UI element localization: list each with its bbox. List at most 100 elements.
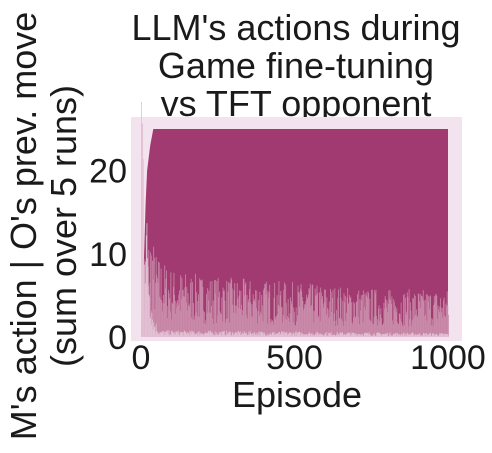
area-series-2-bar xyxy=(206,312,208,337)
area-series-2-bar xyxy=(389,297,390,337)
area-series-3-bar xyxy=(427,335,428,337)
area-series-2-bar xyxy=(350,296,352,337)
area-series-2-bar xyxy=(233,312,234,337)
area-series-3-bar xyxy=(335,335,337,337)
area-series-2-bar xyxy=(241,304,242,337)
area-series-2-bar xyxy=(363,306,365,337)
area-series-2-bar xyxy=(263,287,265,337)
area-series-3-bar xyxy=(359,334,361,337)
area-series-2-bar xyxy=(285,302,287,337)
area-series-3-bar xyxy=(245,332,247,337)
area-series-2-bar xyxy=(372,324,374,337)
area-series-3-bar xyxy=(430,335,432,337)
area-series-2-bar xyxy=(300,288,301,337)
area-series-3-bar xyxy=(356,335,358,337)
area-series-3-bar xyxy=(287,334,288,337)
area-series-3-bar xyxy=(187,332,189,337)
area-series-2-bar xyxy=(413,298,414,337)
area-series-2-bar xyxy=(211,281,213,337)
area-series-3-bar xyxy=(181,331,183,337)
area-series-3-bar xyxy=(190,330,192,337)
area-series-3-bar xyxy=(290,332,292,337)
area-series-2-bar xyxy=(435,294,437,337)
area-series-2-bar xyxy=(152,260,153,337)
area-series-3-bar xyxy=(195,334,196,337)
area-series-2-bar xyxy=(219,311,221,337)
area-series-2-bar xyxy=(360,295,362,337)
area-series-2-bar xyxy=(261,295,263,337)
area-series-3-bar xyxy=(413,332,414,337)
area-series-3-bar xyxy=(268,335,269,337)
area-series-3-bar xyxy=(264,333,266,337)
area-series-3-bar xyxy=(268,334,270,337)
x-axis-ticks: 0 500 1000 xyxy=(132,339,486,377)
area-series-2-bar xyxy=(395,306,397,337)
area-series-3-bar xyxy=(295,331,296,337)
area-series-3-bar xyxy=(250,333,252,337)
area-series-2-bar xyxy=(287,316,288,337)
area-series-3-bar xyxy=(382,334,384,337)
area-series-2-bar xyxy=(335,320,337,337)
area-series-3-bar xyxy=(219,334,221,337)
area-series-3-bar xyxy=(242,332,244,337)
area-series-2-bar xyxy=(252,317,253,337)
area-series-2-bar xyxy=(245,282,247,337)
area-series-3-bar xyxy=(312,335,314,337)
area-series-3-bar xyxy=(358,334,360,337)
area-series-2-bar xyxy=(413,317,415,337)
area-series-2-bar xyxy=(431,318,433,337)
area-series-3-bar xyxy=(382,334,384,337)
area-series-2-bar xyxy=(323,307,325,337)
area-series-3-bar xyxy=(350,334,352,337)
area-series-3-bar xyxy=(331,334,333,337)
area-series-2-bar xyxy=(346,297,348,337)
area-series-2-bar xyxy=(174,313,176,337)
area-series-3-bar xyxy=(307,334,309,337)
area-series-2-bar xyxy=(223,290,225,337)
area-series-3-bar xyxy=(318,335,320,337)
area-series-3-bar xyxy=(231,332,233,337)
area-series-3-bar xyxy=(406,335,408,337)
area-series-3-bar xyxy=(313,334,315,337)
area-series-3-bar xyxy=(251,333,253,337)
area-series-3-bar xyxy=(346,334,347,337)
area-series-3-bar xyxy=(172,332,174,337)
area-series-2-bar xyxy=(436,296,438,337)
area-series-2-bar xyxy=(353,317,355,337)
area-series-3-bar xyxy=(162,332,164,337)
area-series-2-bar xyxy=(445,303,447,337)
area-series-2-bar xyxy=(275,319,277,337)
area-series-2-bar xyxy=(393,302,395,337)
area-series-2-bar xyxy=(343,293,345,337)
y-tick-label: 10 xyxy=(89,236,127,274)
area-series-2-bar xyxy=(403,293,405,337)
area-series-2-bar xyxy=(212,318,214,337)
area-series-2-bar xyxy=(180,298,182,337)
area-series-2-bar xyxy=(171,302,173,337)
area-series-3-bar xyxy=(160,332,161,337)
area-series-2-bar xyxy=(183,296,185,337)
area-series-2-bar xyxy=(336,309,338,337)
area-series-2-bar xyxy=(211,306,212,337)
area-series-3-bar xyxy=(348,332,350,337)
area-series-3-bar xyxy=(147,285,149,337)
area-series-3-bar xyxy=(355,334,357,337)
area-series-2-bar xyxy=(156,278,158,337)
area-series-3-bar xyxy=(311,333,312,337)
area-series-2-bar xyxy=(203,323,205,337)
area-series-3-bar xyxy=(253,331,255,337)
area-series-2-bar xyxy=(381,324,383,337)
area-series-2-bar xyxy=(284,318,286,337)
area-series-2-bar xyxy=(273,324,274,337)
area-series-2-bar xyxy=(430,325,432,337)
area-series-2-bar xyxy=(401,322,403,337)
area-series-3-bar xyxy=(270,334,272,337)
area-series-2-bar xyxy=(150,252,152,337)
area-series-2-bar xyxy=(293,311,295,337)
area-series-2-bar xyxy=(212,300,214,337)
area-series-3-bar xyxy=(146,223,148,337)
area-series-2-bar xyxy=(310,307,312,337)
area-series-3-bar xyxy=(393,333,395,337)
area-series-3-bar xyxy=(230,335,232,337)
